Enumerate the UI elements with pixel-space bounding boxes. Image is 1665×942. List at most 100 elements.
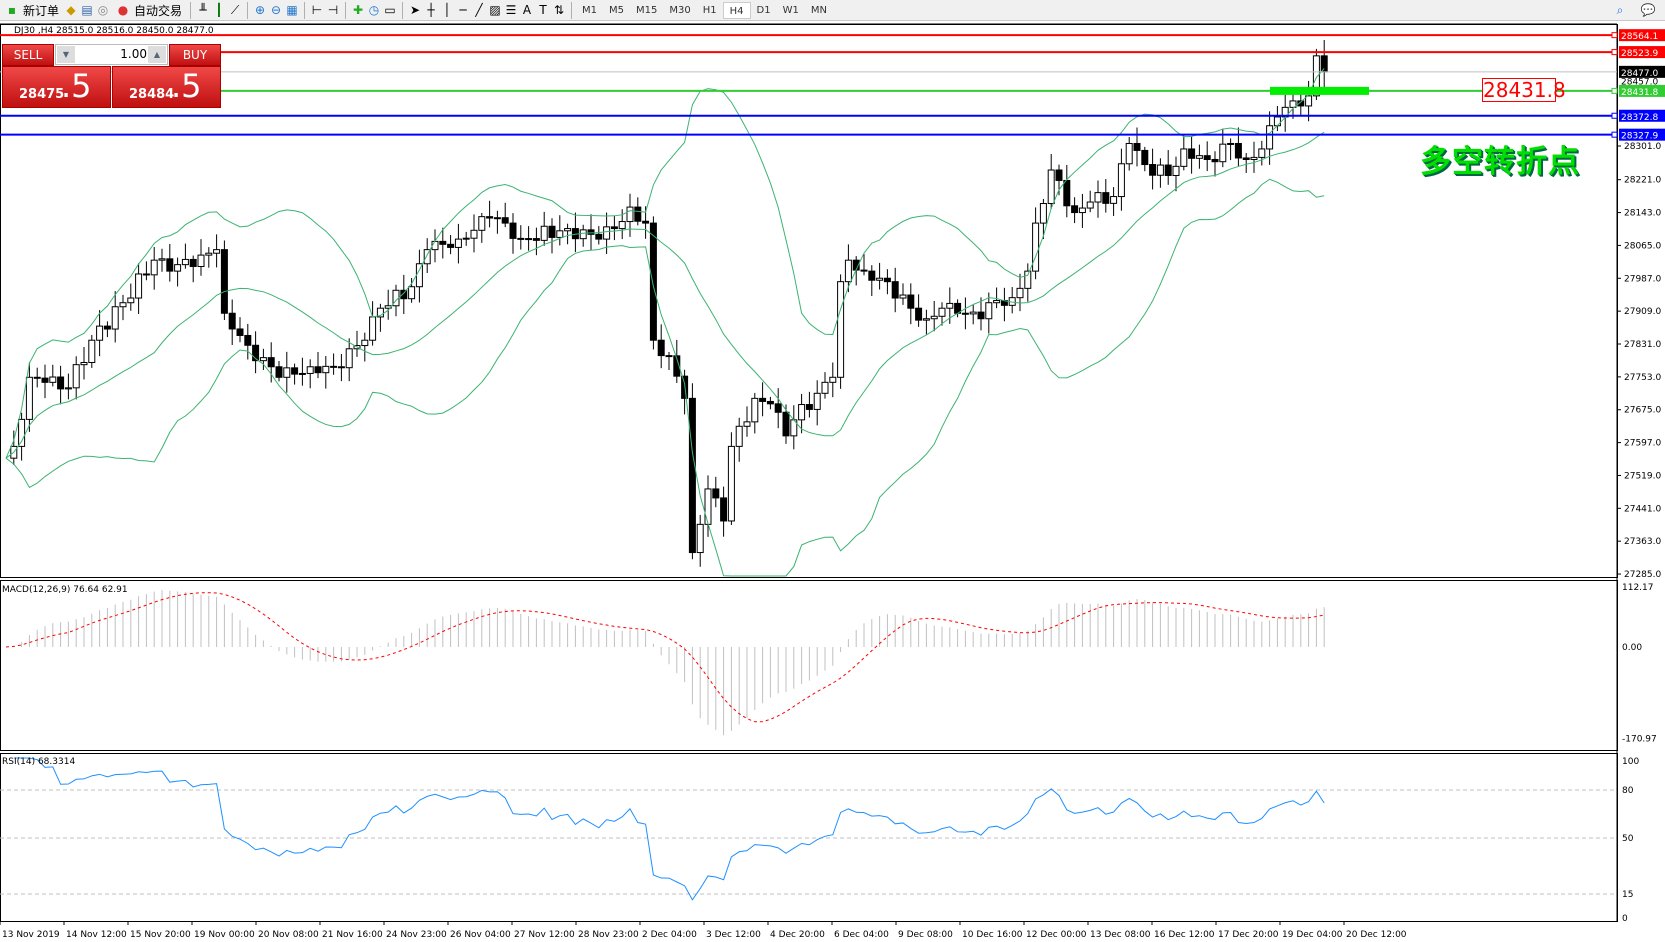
rsi-axis-label: 50: [1622, 834, 1634, 844]
indicators-icon[interactable]: ✚: [353, 3, 364, 17]
bollinger-middle: [5, 131, 1325, 459]
bull-candle: [837, 281, 845, 378]
bear-candle: [1055, 169, 1063, 181]
auto-trading-button[interactable]: ● 自动交易: [111, 1, 186, 20]
auto-scroll-icon[interactable]: ⊢: [311, 3, 323, 17]
bull-candle: [1078, 207, 1086, 214]
fibonacci-icon[interactable]: ☰: [505, 3, 517, 17]
price-label-annotation[interactable]: 28431.8: [1482, 78, 1566, 102]
price-axis-label: 27441.0: [1624, 504, 1661, 514]
bear-candle: [509, 222, 517, 239]
equidistant-channel-icon[interactable]: ▨: [489, 3, 501, 17]
metaeditor-icon[interactable]: ◆: [66, 3, 76, 17]
candles: [10, 39, 1328, 567]
sell-button[interactable]: SELL: [2, 44, 54, 66]
chart-title: DJ30 ,H4 28515.0 28516.0 28450.0 28477.0: [14, 26, 214, 36]
lot-size-field[interactable]: ▼ 1.00 ▲: [55, 44, 168, 65]
bear-candle: [634, 206, 642, 222]
timeframe-h4[interactable]: H4: [722, 1, 751, 19]
line-chart-icon[interactable]: ⟋: [230, 3, 240, 17]
time-axis-label: 20 Dec 12:00: [1346, 930, 1407, 940]
buy-button[interactable]: BUY: [169, 44, 221, 66]
bear-candle: [1211, 158, 1219, 163]
bear-candle: [236, 328, 244, 336]
templates-icon[interactable]: ▭: [384, 3, 396, 17]
signals-icon[interactable]: ◎: [97, 3, 109, 17]
bull-candle: [181, 258, 189, 266]
timeframe-h1[interactable]: H1: [702, 4, 717, 16]
tile-windows-icon[interactable]: ▦: [286, 3, 298, 17]
timeframe-m15[interactable]: M15: [636, 4, 658, 16]
bull-candle: [369, 316, 377, 341]
timeframe-m30[interactable]: M30: [669, 4, 691, 16]
timeframe-mn[interactable]: MN: [810, 4, 827, 16]
timeframe-d1[interactable]: D1: [756, 4, 771, 16]
timeframe-w1[interactable]: W1: [782, 4, 799, 16]
bar-chart-icon[interactable]: ╨: [199, 3, 207, 17]
bull-candle: [408, 286, 416, 300]
bull-candle: [969, 311, 977, 315]
bull-candle: [158, 258, 166, 261]
bear-candle: [977, 311, 985, 320]
arrows-icon[interactable]: ⇅: [554, 3, 565, 17]
bull-candle: [376, 307, 384, 318]
bull-candle: [1266, 125, 1274, 150]
buy-price-fraction: .5: [171, 67, 202, 105]
bear-candle: [805, 404, 813, 410]
price-axis-label: 27675.0: [1624, 406, 1661, 416]
bull-candle: [751, 397, 759, 423]
bear-candle: [1149, 164, 1157, 176]
line-handle: [1611, 131, 1618, 138]
time-axis-label: 2 Dec 04:00: [642, 930, 697, 940]
time-axis-label: 4 Dec 20:00: [770, 930, 825, 940]
horizontal-line-icon[interactable]: ─: [459, 3, 467, 17]
auto-trading-icon: ●: [117, 3, 129, 17]
text-label-icon[interactable]: T: [539, 3, 547, 17]
bull-candle: [938, 307, 946, 317]
macd-signal-line: [5, 592, 1325, 723]
zoom-out-icon[interactable]: ⊖: [271, 3, 282, 17]
price-tag: [1619, 109, 1665, 122]
line-handle: [1611, 32, 1618, 39]
separator: [402, 1, 404, 19]
chat-icon[interactable]: 💬: [1640, 3, 1656, 17]
bull-candle: [478, 216, 486, 231]
time-axis-label: 17 Dec 20:00: [1218, 930, 1279, 940]
cursor-icon[interactable]: ➤: [410, 3, 421, 17]
text-icon[interactable]: A: [522, 3, 532, 17]
bear-candle: [891, 281, 899, 299]
crosshair-icon[interactable]: ┼: [427, 3, 435, 17]
timeframe-m5[interactable]: M5: [609, 4, 625, 16]
separator: [247, 1, 249, 19]
buy-price-button[interactable]: 28484.5: [112, 66, 221, 108]
text-annotation[interactable]: 多空转折点: [1420, 144, 1580, 180]
separator: [304, 1, 306, 19]
lot-increase-button[interactable]: ▲: [148, 46, 166, 63]
bull-candle: [1094, 192, 1102, 203]
navigator-icon[interactable]: ▤: [81, 3, 93, 17]
time-axis-label: 14 Nov 12:00: [66, 930, 127, 940]
lot-decrease-button[interactable]: ▼: [57, 46, 75, 63]
vertical-line-icon[interactable]: │: [443, 3, 451, 17]
candlestick-icon[interactable]: ┃: [215, 3, 223, 17]
bull-candle: [1258, 148, 1266, 158]
rsi-axis-label: 100: [1622, 757, 1639, 767]
bull-candle: [197, 254, 205, 268]
bear-candle: [610, 226, 618, 230]
zoom-in-icon[interactable]: ⊕: [255, 3, 266, 17]
lot-size-value[interactable]: 1.00: [120, 47, 147, 61]
search-icon[interactable]: ⌕: [1616, 3, 1624, 17]
sell-price-button[interactable]: 28475.5: [2, 66, 111, 108]
time-axis-label: 3 Dec 12:00: [706, 930, 761, 940]
price-axis-label: 27285.0: [1624, 570, 1661, 580]
trendline-icon[interactable]: ╱: [475, 3, 483, 17]
chart-shift-icon[interactable]: ⊣: [327, 3, 339, 17]
time-axis-label: 13 Dec 08:00: [1090, 930, 1151, 940]
time-axis-label: 16 Dec 12:00: [1154, 930, 1215, 940]
new-order-button[interactable]: ▪ 新订单: [0, 1, 63, 20]
periods-icon[interactable]: ◷: [368, 3, 380, 17]
price-tag: [1619, 84, 1665, 97]
rsi-axis-label: 80: [1622, 786, 1634, 796]
timeframe-m1[interactable]: M1: [582, 4, 598, 16]
